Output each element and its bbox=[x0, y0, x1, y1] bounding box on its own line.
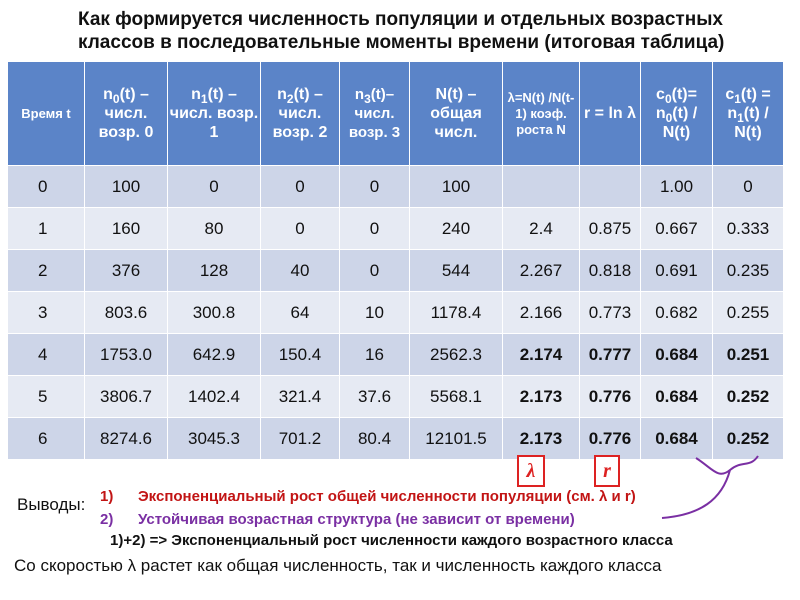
table-cell: 0 bbox=[339, 249, 410, 292]
population-table: Время t n0(t) – числ. возр. 0 n1(t) – чи… bbox=[7, 61, 784, 460]
table-cell bbox=[502, 165, 580, 208]
table-row: 6 8274.6 3045.3 701.2 80.4 12101.5 2.173 0.776 0… bbox=[7, 417, 784, 460]
table-cell: 544 bbox=[409, 249, 503, 292]
conclusions-label: Выводы: bbox=[17, 495, 86, 514]
header-c0: c0(t)= n0(t) / N(t) bbox=[640, 61, 713, 166]
table-row: 0 100 0 0 0 100 1.00 0 bbox=[7, 165, 784, 208]
table-cell: 12101.5 bbox=[409, 417, 503, 460]
table-cell: 1 bbox=[7, 207, 85, 250]
table-cell: 300.8 bbox=[167, 291, 261, 334]
table-cell: 803.6 bbox=[84, 291, 168, 334]
table-cell: 0.684 bbox=[640, 417, 713, 460]
table-cell: 0.818 bbox=[579, 249, 641, 292]
table-cell: 2.166 bbox=[502, 291, 580, 334]
table-header-row: Время t n0(t) – числ. возр. 0 n1(t) – чи… bbox=[7, 61, 784, 166]
table-cell: 4 bbox=[7, 333, 85, 376]
table-cell: 40 bbox=[260, 249, 340, 292]
header-c1: c1(t) = n1(t) / N(t) bbox=[712, 61, 784, 166]
table-cell: 150.4 bbox=[260, 333, 340, 376]
table-cell: 160 bbox=[84, 207, 168, 250]
table-cell: 2.4 bbox=[502, 207, 580, 250]
header-time: Время t bbox=[7, 61, 85, 166]
header-lambda: λ=N(t) /N(t-1) коэф. роста N bbox=[502, 61, 580, 166]
table-cell: 1402.4 bbox=[167, 375, 261, 418]
table-cell: 0 bbox=[260, 165, 340, 208]
table-cell: 321.4 bbox=[260, 375, 340, 418]
header-r: r = ln λ bbox=[579, 61, 641, 166]
table-cell: 0 bbox=[339, 165, 410, 208]
table-cell: 37.6 bbox=[339, 375, 410, 418]
table-cell: 2.174 bbox=[502, 333, 580, 376]
table-cell: 0.875 bbox=[579, 207, 641, 250]
table-cell: 0 bbox=[260, 207, 340, 250]
table-cell: 80.4 bbox=[339, 417, 410, 460]
table-cell: 0.235 bbox=[712, 249, 784, 292]
conclusion-1: 1) Экспоненциальный рост общей численност… bbox=[100, 488, 636, 505]
table-cell: 100 bbox=[84, 165, 168, 208]
table-cell: 100 bbox=[409, 165, 503, 208]
table-cell: 0 bbox=[167, 165, 261, 208]
table-cell: 0.691 bbox=[640, 249, 713, 292]
table-cell: 0 bbox=[712, 165, 784, 208]
table-cell: 2.267 bbox=[502, 249, 580, 292]
table-cell: 642.9 bbox=[167, 333, 261, 376]
page-title: Как формируется численность популяции и … bbox=[78, 9, 725, 53]
table-cell: 1753.0 bbox=[84, 333, 168, 376]
table-cell: 0.333 bbox=[712, 207, 784, 250]
table-cell: 0 bbox=[339, 207, 410, 250]
table-cell bbox=[579, 165, 641, 208]
table-cell: 0 bbox=[7, 165, 85, 208]
table-row: 4 1753.0 642.9 150.4 16 2562.3 2.174 0.777 0.684… bbox=[7, 333, 784, 376]
table-cell: 64 bbox=[260, 291, 340, 334]
header-n0: n0(t) – числ. возр. 0 bbox=[84, 61, 168, 166]
table-cell: 0.251 bbox=[712, 333, 784, 376]
table-row: 1 160 80 0 0 240 2.4 0.875 0.667 0.333 bbox=[7, 207, 784, 250]
table-cell: 0.776 bbox=[579, 417, 641, 460]
table-cell: 0.684 bbox=[640, 333, 713, 376]
table-cell: 2.173 bbox=[502, 417, 580, 460]
lambda-marker: λ bbox=[517, 455, 545, 487]
table-cell: 240 bbox=[409, 207, 503, 250]
conclusion-3: 1)+2) => Экспоненциальный рост численнос… bbox=[110, 532, 673, 549]
table-cell: 376 bbox=[84, 249, 168, 292]
table-cell: 2 bbox=[7, 249, 85, 292]
conclusion-2: 2) Устойчивая возрастная структура (не за… bbox=[100, 511, 575, 528]
table-row: 5 3806.7 1402.4 321.4 37.6 5568.1 2.173 0.776 0.… bbox=[7, 375, 784, 418]
table-cell: 6 bbox=[7, 417, 85, 460]
table-cell: 701.2 bbox=[260, 417, 340, 460]
header-n3: n3(t)– числ. возр. 3 bbox=[339, 61, 410, 166]
table-cell: 8274.6 bbox=[84, 417, 168, 460]
table-cell: 1.00 bbox=[640, 165, 713, 208]
table-cell: 3045.3 bbox=[167, 417, 261, 460]
table-cell: 1178.4 bbox=[409, 291, 503, 334]
table-cell: 2.173 bbox=[502, 375, 580, 418]
table-row: 3 803.6 300.8 64 10 1178.4 2.166 0.773 0.682 0.25… bbox=[7, 291, 784, 334]
table-cell: 0.684 bbox=[640, 375, 713, 418]
table-cell: 10 bbox=[339, 291, 410, 334]
final-statement: Со скоростью λ растет как общая численно… bbox=[14, 556, 662, 575]
table-cell: 0.255 bbox=[712, 291, 784, 334]
header-total: N(t) – общая числ. bbox=[409, 61, 503, 166]
table-cell: 3806.7 bbox=[84, 375, 168, 418]
table-cell: 0.776 bbox=[579, 375, 641, 418]
table-cell: 0.667 bbox=[640, 207, 713, 250]
table-cell: 0.777 bbox=[579, 333, 641, 376]
table-cell: 16 bbox=[339, 333, 410, 376]
table-cell: 3 bbox=[7, 291, 85, 334]
table-cell: 5568.1 bbox=[409, 375, 503, 418]
header-n2: n2(t) – числ. возр. 2 bbox=[260, 61, 340, 166]
r-marker: r bbox=[594, 455, 620, 487]
table-cell: 0.252 bbox=[712, 417, 784, 460]
